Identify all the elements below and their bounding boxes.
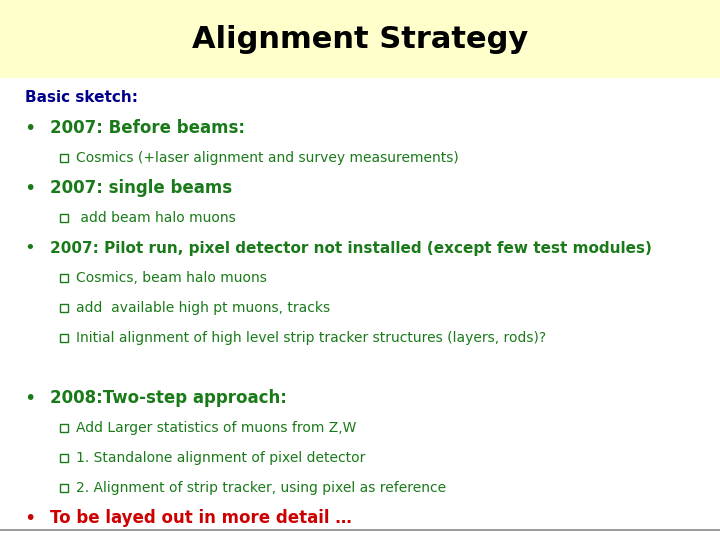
Bar: [60, 214, 68, 222]
Bar: [60, 274, 68, 282]
Text: 2008:Two-step approach:: 2008:Two-step approach:: [50, 389, 287, 407]
Text: 2. Alignment of strip tracker, using pixel as reference: 2. Alignment of strip tracker, using pix…: [76, 481, 446, 495]
Text: Initial alignment of high level strip tracker structures (layers, rods)?: Initial alignment of high level strip tr…: [76, 331, 546, 345]
Text: 2007: Pilot run, pixel detector not installed (except few test modules): 2007: Pilot run, pixel detector not inst…: [50, 240, 652, 255]
Text: Alignment Strategy: Alignment Strategy: [192, 24, 528, 53]
Text: •: •: [24, 179, 35, 198]
Bar: [60, 154, 68, 162]
Text: Basic sketch:: Basic sketch:: [25, 91, 138, 105]
Bar: [60, 334, 68, 342]
Bar: [60, 424, 68, 432]
Bar: [60, 304, 68, 312]
Text: Cosmics (+laser alignment and survey measurements): Cosmics (+laser alignment and survey mea…: [76, 151, 459, 165]
Bar: [60, 484, 68, 492]
Text: •: •: [24, 239, 35, 257]
Text: add  available high pt muons, tracks: add available high pt muons, tracks: [76, 301, 330, 315]
Text: To be layed out in more detail …: To be layed out in more detail …: [50, 509, 352, 527]
Text: Add Larger statistics of muons from Z,W: Add Larger statistics of muons from Z,W: [76, 421, 356, 435]
Text: •: •: [24, 388, 35, 408]
Text: Cosmics, beam halo muons: Cosmics, beam halo muons: [76, 271, 267, 285]
Text: •: •: [24, 509, 35, 528]
Text: 2007: Before beams:: 2007: Before beams:: [50, 119, 245, 137]
Bar: [60, 454, 68, 462]
Text: 2007: single beams: 2007: single beams: [50, 179, 232, 197]
Text: add beam halo muons: add beam halo muons: [76, 211, 235, 225]
Bar: [0, 0, 720, 78]
Text: •: •: [24, 118, 35, 138]
Text: 1. Standalone alignment of pixel detector: 1. Standalone alignment of pixel detecto…: [76, 451, 365, 465]
